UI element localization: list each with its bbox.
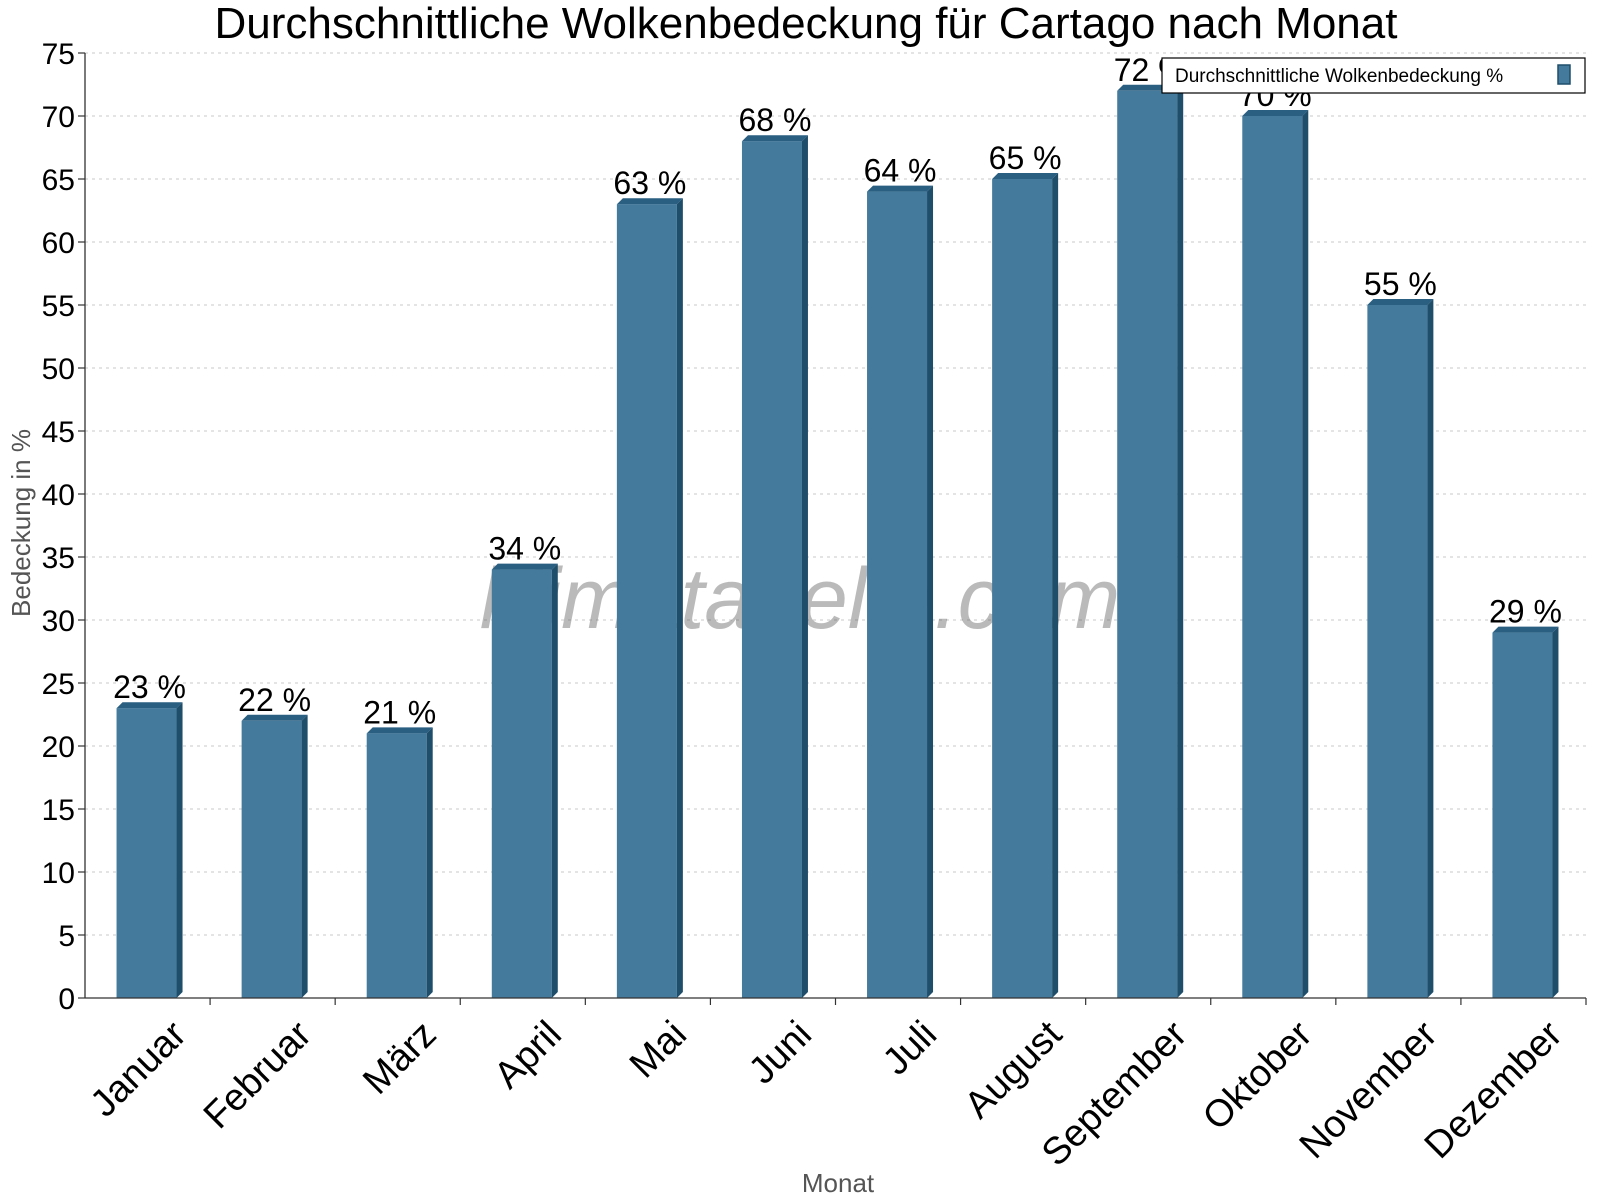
bar-front xyxy=(1367,305,1428,998)
bar-top xyxy=(241,714,308,721)
x-tick-label: August xyxy=(957,1013,1071,1127)
bar-side xyxy=(801,135,808,998)
bar-top xyxy=(1242,110,1309,116)
y-tick-label: 40 xyxy=(42,479,75,512)
y-tick-label: 35 xyxy=(42,542,75,575)
bar-front xyxy=(241,720,302,998)
bar-side xyxy=(676,198,683,998)
bar-front xyxy=(867,191,928,999)
bar-front xyxy=(1242,116,1303,998)
data-label: 34 % xyxy=(488,531,561,567)
bar-september xyxy=(1117,84,1184,999)
y-tick-labels: 0 5 10 15 20 25 30 35 40 45 50 55 60 65 70 75 xyxy=(42,38,75,1016)
y-tick-label: 55 xyxy=(42,290,75,323)
bar-front xyxy=(491,569,552,998)
y-axis-label: Bedeckung in % xyxy=(6,429,36,617)
y-tick-label: 25 xyxy=(42,668,75,701)
bar-side xyxy=(301,714,308,998)
gridlines xyxy=(85,52,1586,936)
x-tick-label: Mai xyxy=(622,1013,695,1086)
data-labels: 23 % 22 % 21 %34 %63 %68 %64 % 65 %72 %70 %… xyxy=(113,52,1562,731)
y-tick-label: 10 xyxy=(42,857,75,890)
y-tick-label: 20 xyxy=(42,731,75,764)
y-tick-label: 5 xyxy=(58,920,75,953)
y-tick-label: 0 xyxy=(58,983,75,1016)
bar-front xyxy=(1117,90,1178,999)
legend-label: Durchschnittliche Wolkenbedeckung % xyxy=(1175,66,1503,87)
bar-top xyxy=(616,198,683,205)
bar-november xyxy=(1367,299,1434,998)
bar-juli xyxy=(867,185,934,999)
bar-side xyxy=(551,563,558,998)
x-tick-label: Januar xyxy=(83,1013,195,1125)
bar-front xyxy=(741,141,802,998)
bar-april xyxy=(491,563,558,998)
y-tick-label: 75 xyxy=(42,38,75,71)
bar-side xyxy=(1302,110,1309,998)
chart-title: Durchschnittliche Wolkenbedeckung für Ca… xyxy=(215,0,1398,48)
bar-top xyxy=(1492,626,1559,633)
bar-märz xyxy=(366,727,433,998)
bar-side xyxy=(1052,173,1059,998)
y-tick-label: 15 xyxy=(42,794,75,827)
x-tick-label: März xyxy=(355,1013,444,1102)
bar-side xyxy=(426,727,433,998)
bar-front xyxy=(366,733,427,998)
bar-front xyxy=(116,708,177,998)
data-label: 29 % xyxy=(1489,594,1562,630)
legend-box xyxy=(1161,57,1586,94)
bar-oktober xyxy=(1242,110,1309,998)
bar-top xyxy=(116,702,183,709)
y-tick-label: 45 xyxy=(42,416,75,449)
bar-front xyxy=(992,179,1053,998)
x-tick-labels: Januar Februar März April Mai Juni Juli AugustS… xyxy=(83,1013,1571,1174)
x-tick-label: Dezember xyxy=(1417,1013,1571,1167)
bar-side xyxy=(1177,84,1184,999)
data-label: 21 % xyxy=(363,694,436,730)
bar-top xyxy=(1367,299,1434,305)
data-label: 55 % xyxy=(1364,266,1437,302)
bar-side xyxy=(1427,299,1434,998)
x-tick-label: April xyxy=(486,1013,569,1096)
bar-top xyxy=(741,135,808,142)
data-label: 22 % xyxy=(238,682,311,718)
legend-swatch xyxy=(1557,64,1571,85)
legend: Durchschnittliche Wolkenbedeckung % xyxy=(1161,57,1586,94)
x-tick-label: Juni xyxy=(741,1013,820,1092)
y-tick-label: 70 xyxy=(42,101,75,134)
bar-front xyxy=(1492,632,1553,998)
data-label: 64 % xyxy=(864,153,937,189)
bar-side xyxy=(927,185,934,999)
y-tick-label: 50 xyxy=(42,353,75,386)
x-tick-label: Juli xyxy=(875,1013,945,1083)
bar-februar xyxy=(241,714,308,998)
bar-august xyxy=(992,173,1059,998)
y-tick-label: 65 xyxy=(42,164,75,197)
bar-side xyxy=(1552,626,1559,998)
bar-side xyxy=(176,702,183,998)
bar-dezember xyxy=(1492,626,1559,998)
bar-juni xyxy=(741,135,808,998)
y-tick-label: 30 xyxy=(42,605,75,638)
data-label: 23 % xyxy=(113,669,186,705)
data-label: 65 % xyxy=(989,140,1062,176)
y-tick-label: 60 xyxy=(42,227,75,260)
axes xyxy=(78,52,1587,1005)
bar-top xyxy=(366,727,433,734)
bars xyxy=(116,84,1559,999)
x-axis-label: Monat xyxy=(802,1168,875,1198)
bar-top xyxy=(992,173,1059,179)
bar-front xyxy=(616,204,677,998)
x-tick-label: Oktober xyxy=(1195,1013,1321,1139)
bar-top xyxy=(867,185,934,192)
bar-top xyxy=(491,563,558,570)
data-label: 63 % xyxy=(613,165,686,201)
bar-mai xyxy=(616,198,683,998)
data-label: 68 % xyxy=(738,102,811,138)
x-tick-label: Februar xyxy=(196,1013,320,1137)
bar-januar xyxy=(116,702,183,998)
